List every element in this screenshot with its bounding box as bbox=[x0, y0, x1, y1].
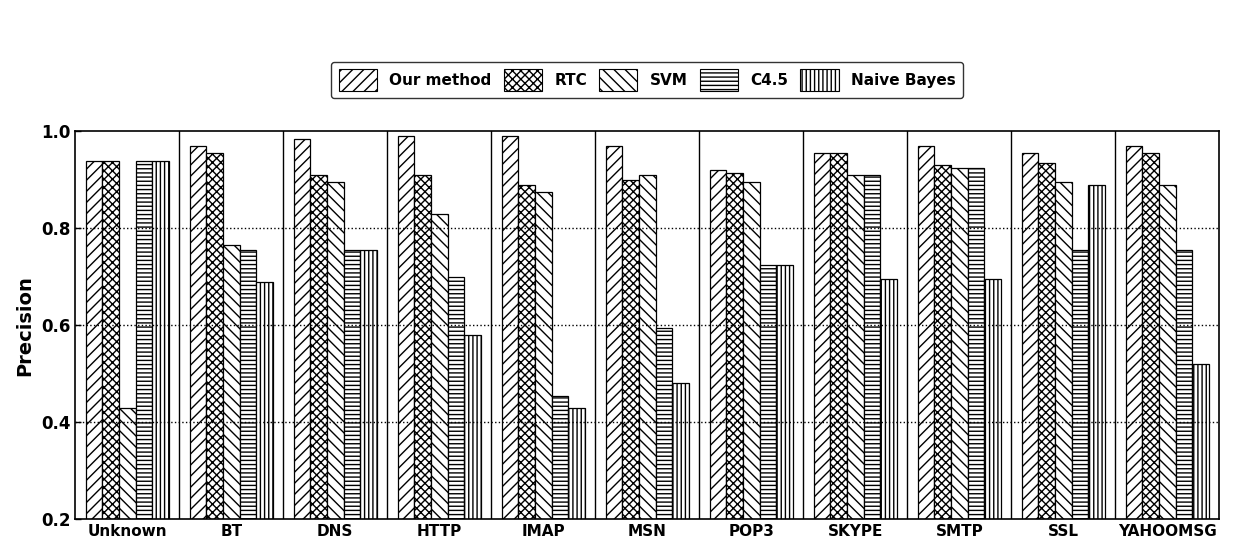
Bar bbox=[502, 136, 518, 554]
Bar bbox=[135, 161, 153, 554]
Bar bbox=[776, 265, 792, 554]
Bar bbox=[672, 383, 689, 554]
Bar bbox=[448, 277, 464, 554]
Legend: Our method, RTC, SVM, C4.5, Naive Bayes: Our method, RTC, SVM, C4.5, Naive Bayes bbox=[331, 61, 963, 99]
Bar bbox=[343, 250, 361, 554]
Bar bbox=[361, 250, 377, 554]
Bar bbox=[1071, 250, 1089, 554]
Bar bbox=[414, 175, 432, 554]
Bar bbox=[760, 265, 776, 554]
Bar bbox=[935, 166, 951, 554]
Bar bbox=[568, 408, 585, 554]
Bar bbox=[985, 279, 1001, 554]
Bar bbox=[86, 161, 103, 554]
Bar bbox=[119, 408, 135, 554]
Bar bbox=[1159, 185, 1176, 554]
Bar bbox=[727, 173, 743, 554]
Y-axis label: Precision: Precision bbox=[15, 275, 33, 376]
Bar bbox=[1142, 153, 1159, 554]
Bar bbox=[327, 182, 343, 554]
Bar bbox=[1055, 182, 1071, 554]
Bar bbox=[153, 161, 169, 554]
Bar bbox=[1176, 250, 1193, 554]
Bar bbox=[918, 146, 935, 554]
Bar bbox=[639, 175, 656, 554]
Bar bbox=[951, 168, 967, 554]
Bar bbox=[1038, 163, 1055, 554]
Bar bbox=[709, 170, 727, 554]
Bar bbox=[239, 250, 257, 554]
Bar bbox=[206, 153, 223, 554]
Bar bbox=[464, 335, 481, 554]
Bar bbox=[223, 245, 239, 554]
Bar bbox=[743, 182, 760, 554]
Bar bbox=[880, 279, 897, 554]
Bar bbox=[1022, 153, 1038, 554]
Bar bbox=[1089, 185, 1105, 554]
Bar bbox=[398, 136, 414, 554]
Bar bbox=[552, 396, 568, 554]
Bar bbox=[622, 180, 639, 554]
Bar bbox=[1126, 146, 1142, 554]
Bar bbox=[190, 146, 206, 554]
Bar bbox=[831, 153, 847, 554]
Bar bbox=[257, 281, 273, 554]
Bar bbox=[656, 328, 672, 554]
Bar bbox=[813, 153, 831, 554]
Bar bbox=[1193, 364, 1209, 554]
Bar bbox=[518, 185, 534, 554]
Bar bbox=[103, 161, 119, 554]
Bar bbox=[432, 214, 448, 554]
Bar bbox=[534, 192, 552, 554]
Bar bbox=[605, 146, 622, 554]
Bar bbox=[847, 175, 863, 554]
Bar bbox=[310, 175, 327, 554]
Bar bbox=[967, 168, 985, 554]
Bar bbox=[863, 175, 880, 554]
Bar bbox=[294, 138, 310, 554]
